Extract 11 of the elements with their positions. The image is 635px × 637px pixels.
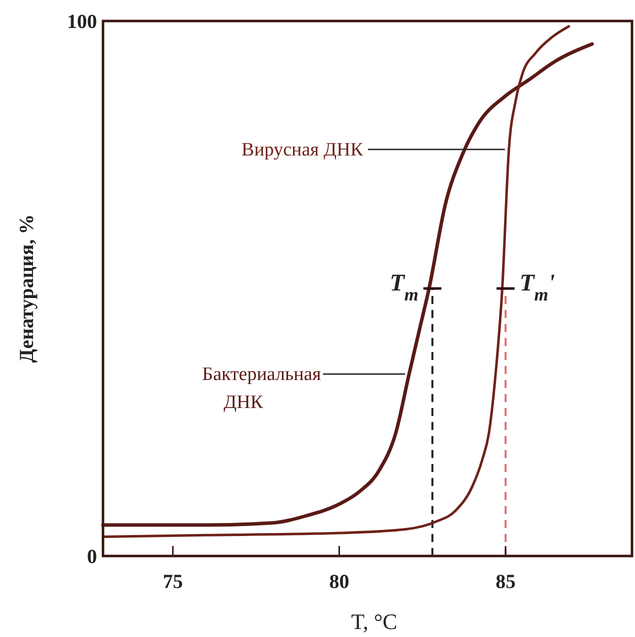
y-axis-title: Денатурация, % xyxy=(16,214,38,363)
x-tick-label: 80 xyxy=(329,571,350,593)
x-tick-label: 75 xyxy=(162,571,183,593)
x-tick-label: 85 xyxy=(496,571,516,593)
annotation: T$_{m}$ xyxy=(390,270,418,304)
y-tick-label: 0 xyxy=(87,546,97,568)
text: Бактериальная ДНК xyxy=(202,364,322,414)
annotation: T$_{m}$' xyxy=(520,270,556,304)
y-tick-label: 100 xyxy=(67,11,97,33)
text: Вирусная ДНК xyxy=(242,139,364,160)
x-axis-title: T, °C xyxy=(351,609,398,634)
